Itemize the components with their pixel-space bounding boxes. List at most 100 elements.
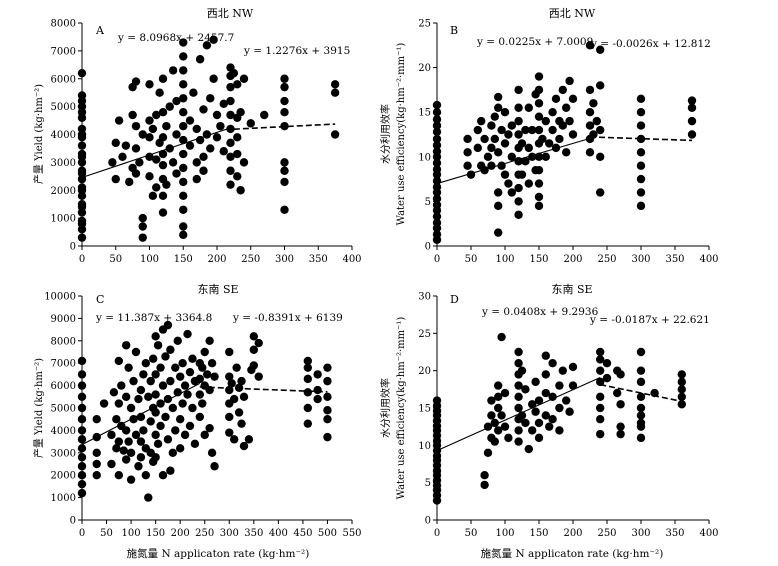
- panel-b-data-point: [545, 139, 554, 148]
- panel-d-data-point: [677, 392, 686, 401]
- panel-c-data-point: [229, 435, 239, 444]
- panel-b-fit-line-solid: [436, 137, 591, 185]
- panel-b-fit-line-dashed: [589, 136, 693, 142]
- panel-c-data-point: [77, 488, 87, 498]
- panel-d-data-point: [596, 355, 605, 364]
- panel-d-data-point: [636, 366, 646, 375]
- panel-a-data-point: [229, 68, 239, 78]
- panel-b-y-axis-label-en: Water use efficiency(kg·hm⁻²·mm⁻¹): [396, 43, 407, 226]
- panel-b-data-point: [507, 121, 516, 130]
- panel-a-y-tick-label: 0: [70, 242, 76, 253]
- panel-c-data-point: [121, 455, 131, 464]
- panel-b-data-point: [596, 81, 605, 90]
- panel-b-data-point: [548, 108, 557, 117]
- panel-d-data-point: [596, 403, 605, 413]
- panel-d-data-point: [616, 370, 625, 379]
- panel-c-title: 东南 SE: [197, 283, 238, 296]
- panel-b-data-point: [534, 72, 544, 81]
- panel-a-x-tick-label: 250: [241, 254, 260, 265]
- panel-c-data-point: [183, 329, 192, 339]
- panel-c-x-tick-label: 550: [342, 528, 361, 539]
- panel-a-data-point: [179, 52, 188, 61]
- panel-c-data-point: [77, 370, 87, 379]
- panel-a-data-point: [158, 149, 168, 159]
- panel-c-data-point: [207, 359, 217, 368]
- panel-c-data-point: [180, 430, 190, 440]
- panel-b-data-point: [490, 112, 499, 121]
- panel-c-data-point: [139, 426, 148, 435]
- panel-a-data-point: [145, 172, 154, 181]
- panel-d-data-point: [494, 403, 503, 413]
- panel-c-data-point: [156, 363, 165, 372]
- panel-a-x-tick-label: 200: [207, 254, 226, 265]
- panel-b-data-point: [565, 76, 574, 86]
- panel-b-data-point: [463, 161, 472, 170]
- panel-d-data-point: [555, 426, 564, 435]
- panel-c-data-point: [244, 435, 254, 444]
- panel-c-data-point: [198, 363, 207, 372]
- panel-b-data-point: [534, 85, 544, 95]
- panel-b-data-point: [432, 223, 442, 233]
- panel-a-letter: A: [95, 24, 105, 37]
- panel-c-data-point: [92, 415, 101, 424]
- panel-c-data-point: [114, 356, 124, 366]
- panel-d-data-point: [494, 392, 503, 401]
- panel-d-x-tick-label: 100: [495, 528, 514, 539]
- panel-c-data-point: [77, 356, 87, 366]
- panel-b-data-point: [483, 152, 493, 161]
- panel-b-data-point: [432, 134, 442, 144]
- panel-a-data-point: [179, 149, 188, 159]
- panel-a-data-point: [330, 80, 340, 89]
- panel-a-data-point: [236, 186, 245, 195]
- panel-c-fit-line-dashed: [199, 386, 328, 393]
- panel-d-data-point: [596, 429, 605, 439]
- panel-b-data-point: [528, 125, 537, 135]
- panel-b-data-point: [494, 188, 503, 197]
- panel-d-letter: D: [450, 293, 459, 306]
- panel-d-title: 东南 SE: [551, 283, 592, 296]
- panel-a-data-point: [118, 152, 127, 161]
- panel-d-y-tick-label: 30: [418, 292, 431, 303]
- panel-d-data-point: [497, 332, 506, 342]
- panel-c-data-point: [225, 347, 234, 357]
- panel-c-data-point: [151, 390, 160, 399]
- panel-a-data-point: [77, 68, 87, 78]
- panel-d-x-axis-label: 施氮量 N applicaton rate (kg·hm⁻²): [481, 547, 664, 560]
- panel-b-data-point: [500, 108, 510, 117]
- panel-c-data-point: [141, 471, 151, 480]
- panel-c-data-point: [323, 432, 332, 442]
- panel-c-data-point: [117, 381, 126, 390]
- panel-c-data-point: [124, 363, 133, 372]
- panel-c-data-point: [207, 448, 217, 457]
- panel-d-data-point: [504, 433, 513, 443]
- panel-b-data-point: [463, 148, 472, 157]
- panel-d-y-tick-label: 20: [418, 366, 431, 377]
- panel-a-data-point: [179, 230, 188, 240]
- panel-d-data-point: [596, 377, 605, 387]
- panel-a-data-point: [168, 66, 178, 75]
- panel-a-data-point: [162, 180, 171, 189]
- panel-d-data-point: [602, 373, 612, 383]
- panel-c-x-tick-label: 300: [220, 528, 239, 539]
- panel-a-data-point: [280, 82, 289, 92]
- panel-d-data-point: [568, 381, 578, 390]
- panel-b-y-tick-label: 20: [418, 63, 431, 74]
- panel-c-data-point: [180, 381, 190, 390]
- panel-b-data-point: [534, 179, 544, 188]
- panel-d-data-point: [497, 411, 506, 420]
- panel-c-data-point: [77, 479, 87, 489]
- panel-c-data-point: [225, 372, 234, 381]
- panel-c-data-point: [178, 399, 187, 408]
- panel-a-data-point: [158, 208, 168, 217]
- panel-c-y-tick-label: 5000: [51, 404, 76, 415]
- panel-d-x-tick-label: 200: [563, 528, 582, 539]
- panel-c-data-point: [112, 444, 121, 453]
- panel-a-x-tick-label: 350: [309, 254, 328, 265]
- panel-a-y-tick-label: 4000: [51, 130, 76, 141]
- panel-d-data-point: [500, 422, 510, 431]
- panel-a-data-point: [216, 121, 225, 131]
- panel-d-data-point: [616, 422, 625, 431]
- panel-a-data-point: [192, 124, 201, 134]
- panel-c-data-point: [237, 419, 246, 428]
- panel-a-data-point: [168, 158, 178, 167]
